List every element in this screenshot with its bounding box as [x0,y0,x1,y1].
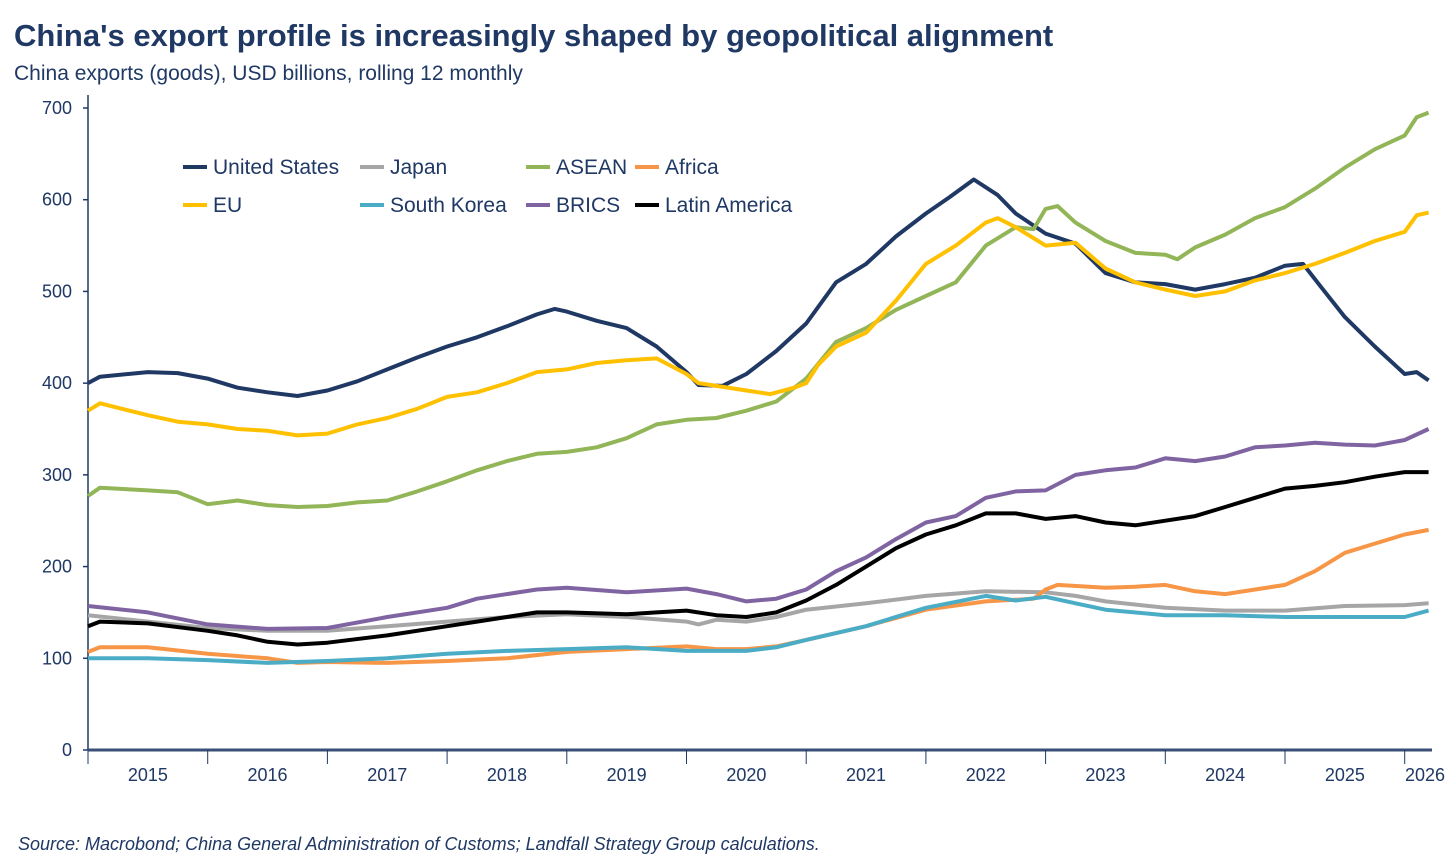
y-tick-label: 300 [42,465,72,485]
legend-label: United States [213,156,339,179]
x-tick-label: 2022 [966,765,1006,785]
legend-label: EU [213,194,242,217]
x-tick-label: 2017 [367,765,407,785]
chart-title: China's export profile is increasingly s… [14,18,1054,53]
chart-subtitle: China exports (goods), USD billions, rol… [14,62,523,85]
y-tick-label: 100 [42,648,72,668]
legend-label: ASEAN [556,156,627,179]
y-tick-label: 600 [42,190,72,210]
x-tick-label: 2016 [248,765,288,785]
series-line-brics [87,427,1430,631]
x-tick-label: 2026 [1405,765,1445,785]
y-tick-label: 0 [62,740,72,760]
series-line-latin-america [87,470,1429,647]
legend-label: Latin America [665,194,793,217]
x-tick-label: 2018 [487,765,527,785]
x-tick-label: 2023 [1085,765,1125,785]
source-note: Source: Macrobond; China General Adminis… [18,834,820,854]
series-line-eu [86,210,1430,438]
y-tick-label: 200 [42,557,72,577]
series-line-south-korea [88,593,1430,665]
x-tick-label: 2024 [1205,765,1245,785]
legend-label: BRICS [556,194,620,217]
y-tick-label: 500 [42,281,72,301]
legend-label: Japan [390,156,447,179]
y-tick-label: 400 [42,373,72,393]
y-tick-label: 700 [42,98,72,118]
x-tick-label: 2015 [128,765,168,785]
legend-label: Africa [665,156,719,179]
series-line-japan [87,589,1429,633]
legend-label: South Korea [390,194,507,217]
x-tick-label: 2025 [1325,765,1365,785]
x-tick-label: 2020 [726,765,766,785]
x-tick-label: 2019 [607,765,647,785]
x-tick-label: 2021 [846,765,886,785]
series-line-united-states [87,177,1430,398]
